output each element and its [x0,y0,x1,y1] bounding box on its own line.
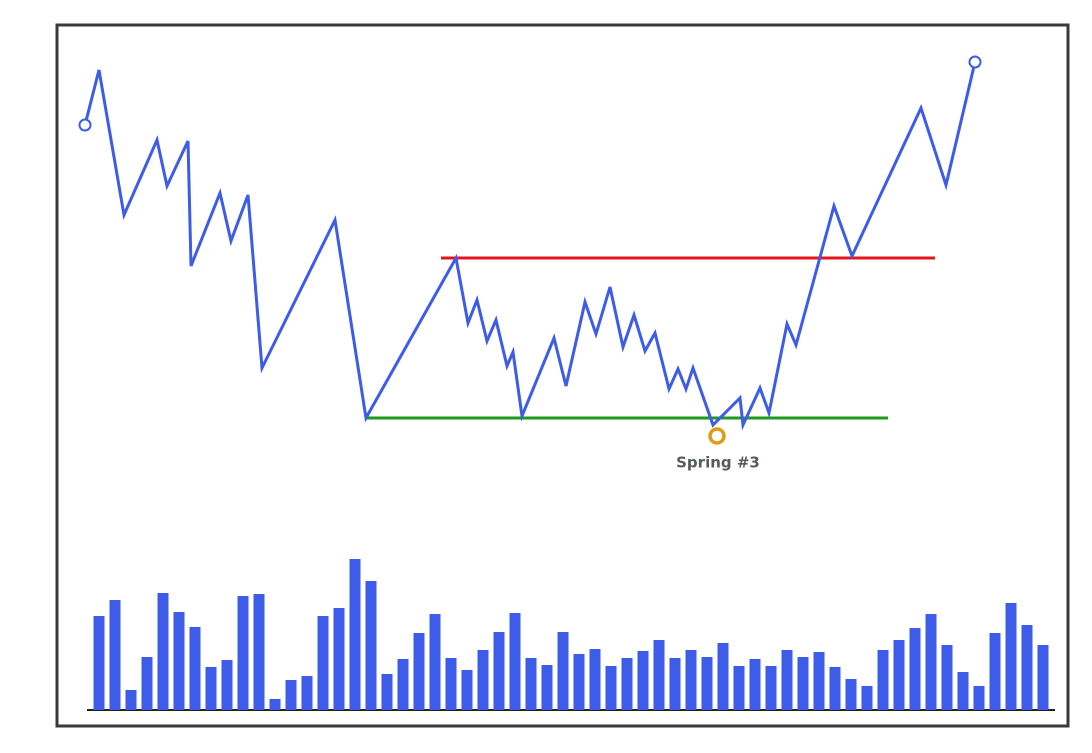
volume-bar [685,650,697,710]
volume-bar [733,666,745,710]
volume-bar [765,666,777,710]
volume-bar [621,658,633,710]
volume-bar [301,676,313,710]
volume-bar [365,581,377,710]
volume-bar [797,657,809,710]
volume-bar [1005,603,1017,710]
volume-bar [333,608,345,710]
volume-bar [205,667,217,710]
volume-bar [397,659,409,710]
volume-bar [573,654,585,710]
volume-bar [925,614,937,710]
volume-bar [781,650,793,710]
volume-bar [109,600,121,710]
volume-bar [701,657,713,710]
volume-bar [221,660,233,710]
volume-bar [429,614,441,710]
volume-bar [1021,625,1033,710]
volume-bar [989,633,1001,710]
volume-bar [173,612,185,710]
volume-bar [285,680,297,710]
volume-bar [829,667,841,710]
volume-bar [909,628,921,710]
spring-marker [708,427,726,445]
volume-bar [813,652,825,710]
volume-bar [253,594,265,710]
volume-bar [557,632,569,710]
volume-bar [973,686,985,710]
volume-bar [941,645,953,710]
volume-bar [157,593,169,710]
volume-bar [93,616,105,710]
volume-bar [717,643,729,710]
volume-bar [541,665,553,710]
volume-bar [349,559,361,710]
volume-bar [413,633,425,710]
endpoint-marker [968,55,982,69]
volume-bar [125,690,137,710]
endpoint-marker [78,118,92,132]
volume-bar [893,640,905,710]
volume-bar [237,596,249,710]
volume-bar [445,658,457,710]
volume-bar [381,674,393,710]
volume-bar [189,627,201,710]
volume-bar [477,650,489,710]
volume-bar [877,650,889,710]
volume-bar [749,659,761,710]
volume-bar [845,679,857,710]
volume-bar [461,670,473,710]
volume-bar [269,699,281,710]
volume-bar [957,672,969,710]
volume-bar [637,651,649,710]
price-line [83,61,977,431]
volume-bar [509,613,521,710]
volume-bar [861,686,873,710]
volume-bar [493,632,505,710]
volume-bar [141,657,153,710]
annotation-label: Spring #3 [676,454,760,472]
frame [55,23,1070,728]
volume-bar [525,658,537,710]
volume-bar [653,640,665,710]
volume-bar [1037,645,1049,710]
volume-bar [605,666,617,710]
volume-bar [669,658,681,710]
volume-bar [317,616,329,710]
volume-bar [589,649,601,710]
